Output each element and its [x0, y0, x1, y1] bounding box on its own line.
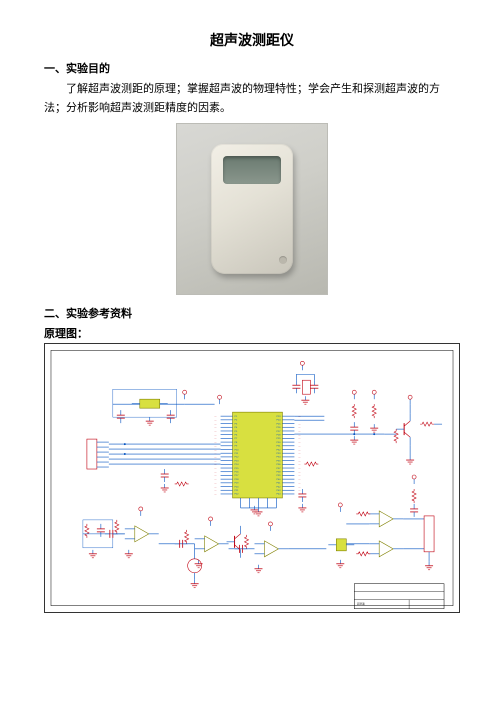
svg-text:—: —: [214, 442, 217, 444]
svg-text:—: —: [214, 450, 217, 452]
svg-text:—: —: [214, 461, 217, 463]
svg-text:—: —: [298, 424, 301, 426]
svg-text:—: —: [298, 479, 301, 481]
svg-text:超声波: 超声波: [357, 602, 365, 606]
device-photo: [176, 123, 328, 295]
circuit-schematic: P1—P2—P3—P4—P5—P6—P7—P8—P9—P10—P11—P12—P…: [44, 343, 460, 613]
svg-text:—: —: [298, 483, 301, 485]
svg-text:—: —: [214, 468, 217, 470]
section-2-heading: 二、实验参考资料: [44, 305, 460, 321]
svg-text:—: —: [298, 487, 301, 489]
svg-text:—: —: [214, 479, 217, 481]
svg-text:—: —: [214, 457, 217, 459]
svg-text:—: —: [298, 457, 301, 459]
svg-text:—: —: [298, 439, 301, 441]
svg-text:—: —: [214, 427, 217, 429]
svg-text:—: —: [214, 420, 217, 422]
section-1-body: 了解超声波测距的原理；掌握超声波的物理特性；学会产生和探测超声波的方法；分析影响…: [44, 80, 460, 117]
svg-text:—: —: [214, 487, 217, 489]
svg-text:—: —: [298, 442, 301, 444]
svg-text:—: —: [298, 476, 301, 478]
svg-text:—: —: [214, 490, 217, 492]
svg-text:—: —: [214, 483, 217, 485]
svg-text:—: —: [298, 468, 301, 470]
device-body: [211, 144, 293, 274]
svg-text:—: —: [298, 431, 301, 433]
svg-text:—: —: [214, 416, 217, 418]
svg-text:—: —: [214, 494, 217, 496]
svg-text:—: —: [214, 439, 217, 441]
svg-text:—: —: [214, 472, 217, 474]
svg-text:—: —: [214, 446, 217, 448]
schematic-label: 原理图：: [44, 325, 460, 341]
svg-text:—: —: [298, 472, 301, 474]
svg-text:—: —: [214, 431, 217, 433]
svg-text:—: —: [298, 453, 301, 455]
svg-text:—: —: [214, 464, 217, 466]
page-title: 超声波测距仪: [44, 30, 460, 50]
svg-text:—: —: [214, 424, 217, 426]
svg-text:—: —: [298, 435, 301, 437]
svg-text:—: —: [214, 476, 217, 478]
device-button: [279, 256, 287, 264]
svg-text:—: —: [298, 490, 301, 492]
svg-text:—: —: [214, 435, 217, 437]
svg-text:—: —: [298, 450, 301, 452]
section-1-heading: 一、实验目的: [44, 60, 460, 76]
svg-text:—: —: [298, 446, 301, 448]
svg-text:—: —: [298, 427, 301, 429]
device-lcd-screen: [223, 156, 281, 184]
svg-text:—: —: [298, 464, 301, 466]
svg-text:—: —: [298, 461, 301, 463]
